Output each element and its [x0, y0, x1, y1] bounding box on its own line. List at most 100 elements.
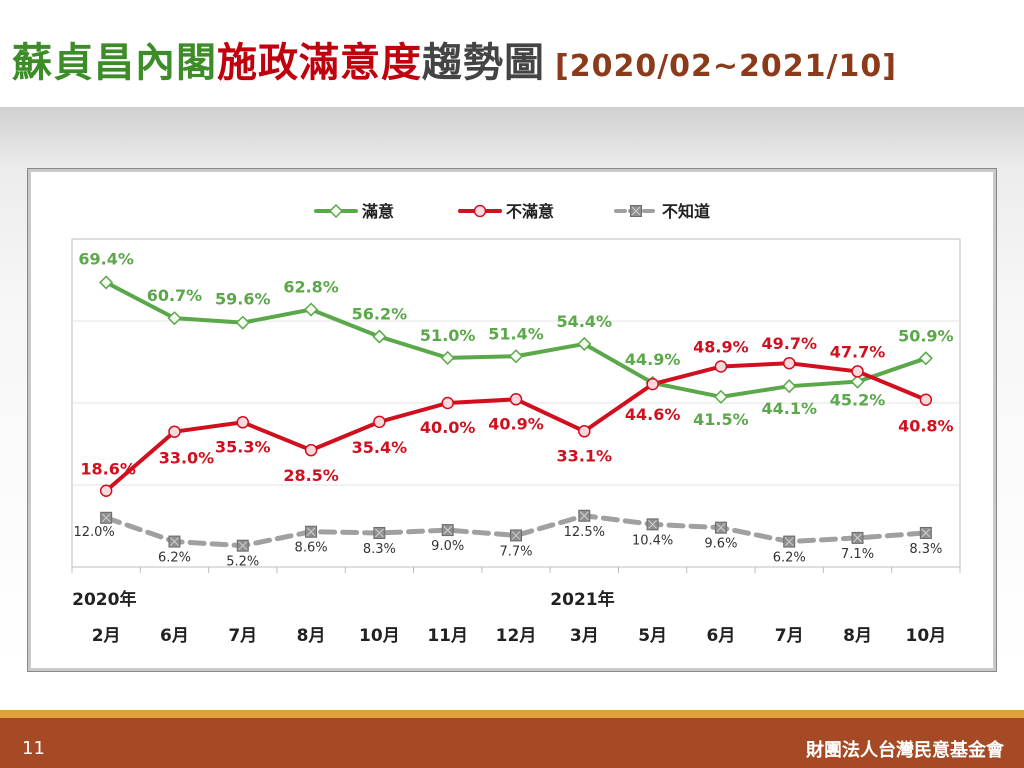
- data-point-x: [101, 513, 111, 523]
- data-point: [304, 443, 318, 457]
- data-point-x: [238, 541, 248, 551]
- data-label: 7.1%: [841, 547, 874, 562]
- legend-marker: [473, 204, 487, 218]
- data-label: 62.8%: [283, 278, 339, 297]
- data-label: 8.3%: [909, 542, 942, 557]
- data-label: 44.9%: [625, 350, 681, 369]
- data-label: 44.6%: [625, 405, 681, 424]
- data-point: [167, 311, 182, 326]
- data-label: 51.4%: [488, 324, 544, 343]
- data-label: 49.7%: [761, 334, 817, 353]
- chart-frame: 2月 6月 7月 8月 10月 11月 12月 3月 5月 6月 7月 8月 10月 2020年 2021年…: [27, 168, 997, 672]
- data-point: [851, 365, 864, 378]
- title-part-cabinet: 蘇貞昌內閣: [12, 40, 217, 86]
- data-point-x: [784, 537, 794, 546]
- title-date-range: [2020/02~2021/10]: [555, 49, 897, 84]
- data-label: 33.0%: [159, 449, 215, 468]
- data-label: 56.2%: [352, 305, 408, 324]
- x-tick-label: 10月: [906, 626, 947, 646]
- data-point: [577, 336, 592, 352]
- data-point-x: [375, 528, 384, 538]
- data-label: 50.9%: [898, 326, 954, 345]
- x-tick-label: 10月: [359, 626, 400, 646]
- data-label: 8.3%: [363, 542, 396, 557]
- data-point-x: [170, 537, 179, 546]
- organization-name: 財團法人台灣民意基金會: [806, 740, 1004, 761]
- line-chart: 2月 6月 7月 8月 10月 11月 12月 3月 5月 6月 7月 8月 10月 2020年 2021年…: [71, 202, 961, 646]
- year-label: 2021年: [550, 589, 614, 610]
- data-point: [373, 415, 386, 429]
- data-point: [304, 302, 319, 317]
- data-label: 47.7%: [830, 342, 886, 361]
- data-point: [372, 329, 387, 344]
- legend-label: 不知道: [662, 202, 710, 221]
- data-point: [509, 393, 523, 406]
- x-tick-label: 7月: [228, 626, 257, 646]
- x-tick-label: 3月: [570, 626, 599, 646]
- data-point: [236, 416, 250, 429]
- data-label: 35.3%: [215, 437, 271, 456]
- footer-bar: 11 財團法人台灣民意基金會: [0, 710, 1024, 768]
- data-point: [99, 484, 113, 497]
- slide-title: 蘇貞昌內閣施政滿意度趨勢圖 [2020/02~2021/10]: [12, 30, 897, 90]
- x-tick-label: 7月: [775, 626, 804, 646]
- data-point: [440, 350, 455, 365]
- data-point-x: [921, 528, 931, 538]
- data-point: [508, 349, 524, 364]
- x-tick-label: 2月: [92, 626, 121, 646]
- data-label: 44.1%: [761, 399, 817, 418]
- data-point: [578, 425, 591, 438]
- data-point-x: [306, 527, 316, 537]
- data-label: 60.7%: [147, 286, 203, 305]
- x-tick-label: 8月: [297, 626, 326, 646]
- data-label: 54.4%: [557, 312, 613, 331]
- data-point-x: [853, 533, 862, 543]
- data-label: 45.2%: [830, 391, 886, 410]
- data-label: 48.9%: [693, 338, 749, 357]
- data-label: 59.6%: [215, 290, 271, 309]
- data-point-x: [716, 523, 726, 532]
- data-point: [850, 374, 865, 389]
- title-part-trend: 趨勢圖: [422, 40, 545, 86]
- x-tick-label: 12月: [496, 626, 537, 646]
- data-point-x: [579, 511, 589, 521]
- data-label: 28.5%: [283, 466, 339, 485]
- data-label: 12.0%: [73, 525, 114, 540]
- data-label: 40.8%: [898, 417, 954, 436]
- data-label: 41.5%: [693, 410, 749, 429]
- legend-label: 不滿意: [506, 202, 554, 221]
- data-point-x: [443, 525, 453, 535]
- data-point: [714, 360, 728, 373]
- data-label: 9.0%: [431, 539, 464, 554]
- data-label: 51.0%: [420, 326, 476, 345]
- data-point: [168, 425, 181, 438]
- data-point: [99, 275, 114, 290]
- data-point: [782, 379, 797, 394]
- x-tick-label: 6月: [160, 626, 189, 646]
- data-label: 40.0%: [420, 418, 476, 437]
- x-tick-label: 5月: [638, 626, 667, 646]
- data-point: [713, 389, 728, 404]
- year-label: 2020年: [72, 589, 136, 610]
- data-label: 8.6%: [295, 541, 328, 556]
- data-label: 10.4%: [632, 533, 673, 548]
- legend-marker-x: [631, 206, 641, 216]
- data-point: [235, 315, 250, 330]
- data-label: 6.2%: [773, 551, 806, 566]
- legend-marker: [328, 203, 344, 219]
- x-tick-label: 11月: [427, 626, 468, 646]
- data-label: 33.1%: [557, 446, 613, 465]
- data-label: 12.5%: [564, 525, 605, 540]
- data-label: 6.2%: [158, 551, 191, 566]
- data-point: [782, 356, 796, 370]
- data-label: 69.4%: [78, 249, 134, 268]
- data-label: 5.2%: [226, 555, 259, 570]
- data-label: 18.6%: [80, 460, 136, 479]
- page-number: 11: [22, 738, 45, 759]
- data-label: 40.9%: [488, 414, 544, 433]
- data-label: 9.6%: [704, 537, 737, 552]
- data-point: [918, 351, 933, 366]
- data-point-x: [648, 520, 657, 529]
- data-point: [646, 377, 659, 391]
- data-point: [919, 393, 933, 406]
